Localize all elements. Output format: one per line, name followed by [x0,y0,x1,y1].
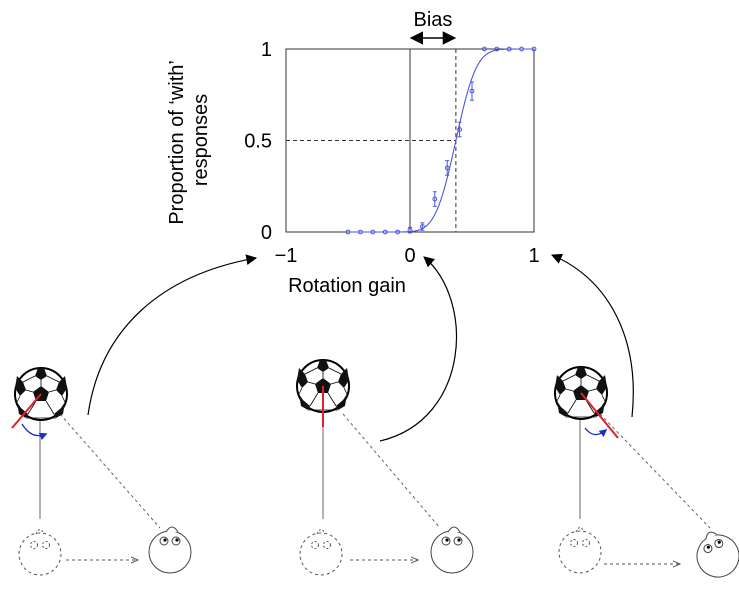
data-point [457,127,463,132]
data-point [370,229,376,235]
data-point [382,229,388,235]
data-point [358,229,363,235]
observer-start-head-icon [18,529,62,576]
data-point [432,196,438,202]
observer-end-head-icon [687,523,739,585]
x-tick-labels: −1 0 1 [275,245,540,267]
y-tick-label: 0 [261,222,272,244]
rotation-arc-icon [21,423,48,441]
bias-label: Bias [413,9,452,31]
y-tick-label: 0.5 [244,131,272,153]
data-point [494,46,500,52]
data-point [345,229,351,235]
stimulus-direction-line [11,393,42,429]
observer-start-head-icon [558,527,602,574]
data-point [506,46,512,52]
observer-start-head-icon [299,529,343,576]
y-tick-labels: 00.51 [244,39,272,244]
data-point [469,88,475,94]
psychometric-chart: Bias 00.51 −1 0 1 Rotation gain Proportion… [166,9,540,297]
x-tick-label: 0 [404,245,415,267]
y-axis-label: Proportion of ‘with’ responses [166,55,212,224]
data-point [482,46,487,52]
data-point [531,46,537,52]
arrow-middle-condition [379,256,458,442]
illustration-right [554,366,739,585]
data-point [420,224,425,229]
illustration-left [11,367,192,576]
y-tick-label: 1 [261,39,272,61]
x-tick-label: −1 [275,245,298,267]
data-point [407,227,413,233]
data-point [444,165,450,171]
y-axis-label-line1: Proportion of ‘with’ [166,61,188,225]
observer-end-head-icon [430,526,474,574]
arrow-right-condition [551,253,634,418]
arrow-left-condition [87,254,258,416]
data-point [519,46,524,52]
observer-end-head-icon [148,526,192,574]
x-axis-label: Rotation gain [288,275,406,297]
data-points [345,46,537,235]
rotation-arc-icon [584,427,608,437]
fit-curve [348,48,534,233]
illustration-middle [296,359,474,576]
data-point [395,229,401,235]
y-axis-label-line2: responses [190,94,212,186]
stimulus-direction-line [580,392,619,439]
x-tick-label: 1 [528,245,539,267]
